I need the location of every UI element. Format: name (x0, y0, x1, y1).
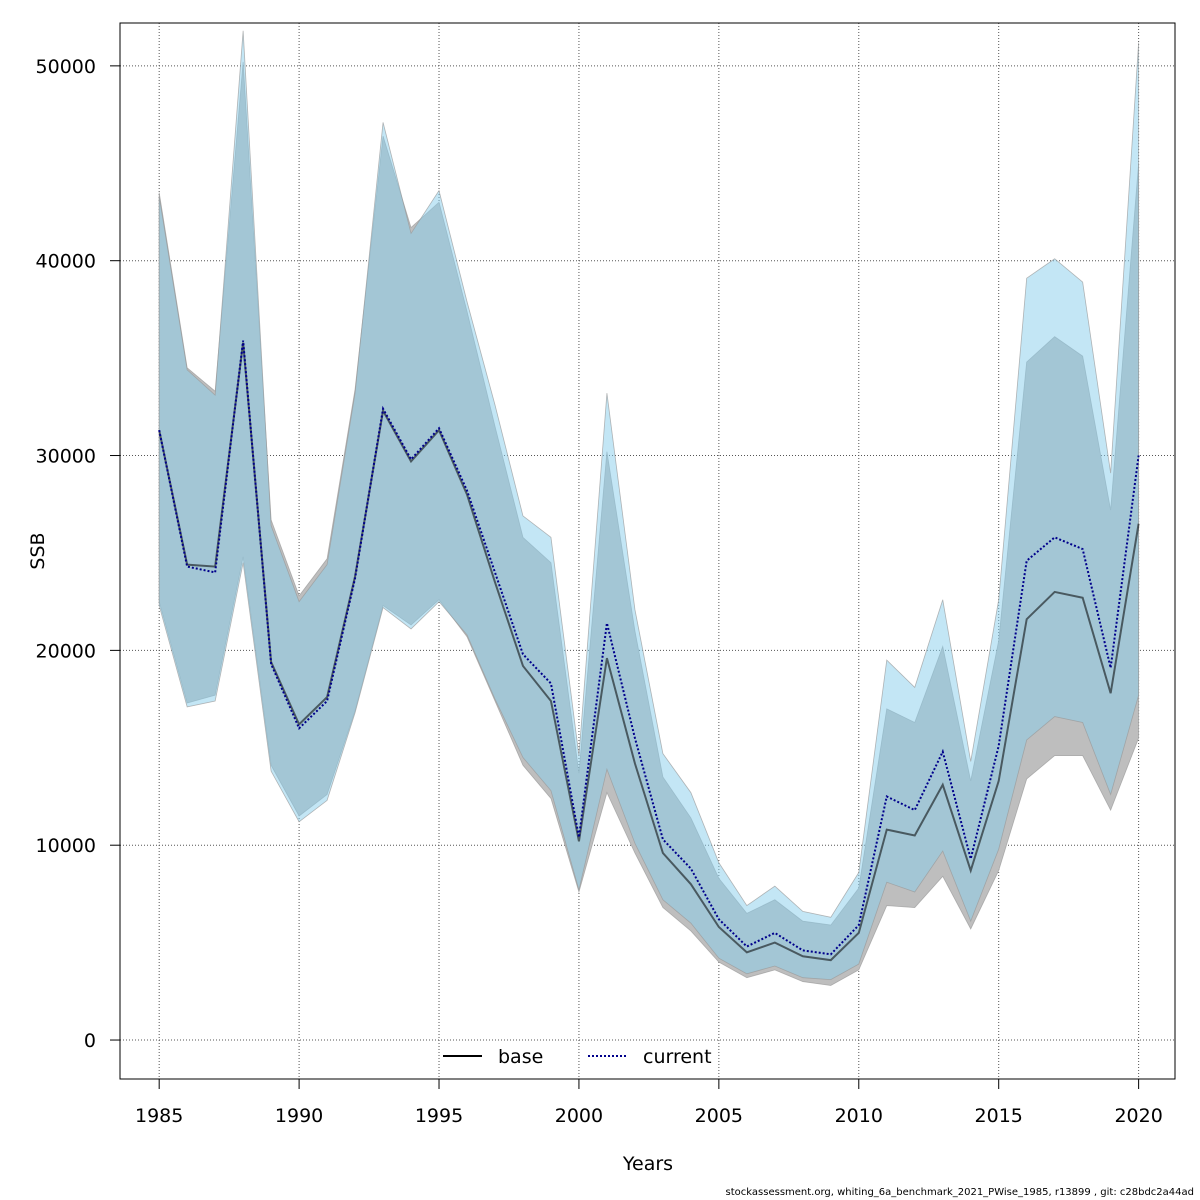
source-footnote: stockassessment.org, whiting_6a_benchmar… (725, 1187, 1194, 1198)
confidence-bands (158, 30, 1140, 986)
x-tick-label-2015: 2015 (975, 1105, 1023, 1127)
x-tick-label-1990: 1990 (275, 1105, 323, 1127)
y-tick-label-30000: 30000 (36, 446, 96, 468)
series-lines (158, 340, 1140, 962)
legend: base current (443, 1046, 712, 1068)
legend-current-label: current (643, 1046, 712, 1068)
current-confidence-band (158, 30, 1140, 981)
y-axis: 0 10000 20000 30000 40000 50000 (36, 56, 121, 1052)
x-tick-label-2010: 2010 (835, 1105, 883, 1127)
y-tick-label-10000: 10000 (36, 835, 96, 857)
y-tick-label-40000: 40000 (36, 251, 96, 273)
x-tick-label-2005: 2005 (695, 1105, 743, 1127)
y-tick-label-0: 0 (84, 1030, 96, 1052)
x-tick-label-2000: 2000 (555, 1105, 603, 1127)
current-line (158, 340, 1140, 956)
y-axis-title: SSB (27, 532, 49, 569)
x-axis-title: Years (622, 1153, 673, 1175)
base-line (158, 342, 1140, 962)
x-tick-label-1995: 1995 (415, 1105, 463, 1127)
x-axis: 1985 1990 1995 2000 2005 2010 2015 2020 (135, 1078, 1163, 1127)
x-tick-label-2020: 2020 (1114, 1105, 1162, 1127)
legend-base-label: base (498, 1046, 543, 1068)
y-tick-label-20000: 20000 (36, 640, 96, 662)
y-tick-label-50000: 50000 (36, 56, 96, 78)
x-tick-label-1985: 1985 (135, 1105, 183, 1127)
